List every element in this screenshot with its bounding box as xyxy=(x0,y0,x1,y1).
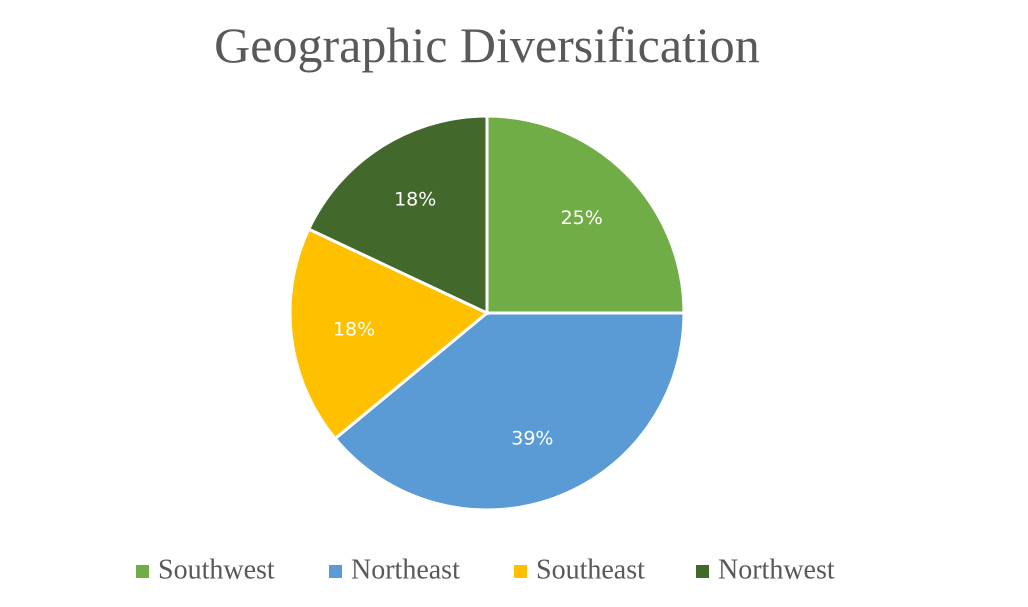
legend-label: Southeast xyxy=(536,554,645,585)
data-label: 18% xyxy=(333,318,375,340)
pie-slice xyxy=(485,114,686,315)
data-label: 18% xyxy=(394,188,436,210)
legend-label: Northeast xyxy=(351,554,460,585)
legend-marker xyxy=(329,565,342,578)
legend-label: Southwest xyxy=(158,554,275,585)
data-label: 25% xyxy=(561,207,603,229)
legend-marker xyxy=(514,565,527,578)
pie-slice xyxy=(333,311,686,512)
chart-title: Geographic Diversification xyxy=(214,17,760,73)
pie-slice xyxy=(306,114,489,316)
data-label: 39% xyxy=(511,428,553,450)
legend-label: Northwest xyxy=(718,554,835,585)
legend-marker xyxy=(136,565,149,578)
legend-marker xyxy=(696,565,709,578)
pie-slice xyxy=(288,227,490,441)
